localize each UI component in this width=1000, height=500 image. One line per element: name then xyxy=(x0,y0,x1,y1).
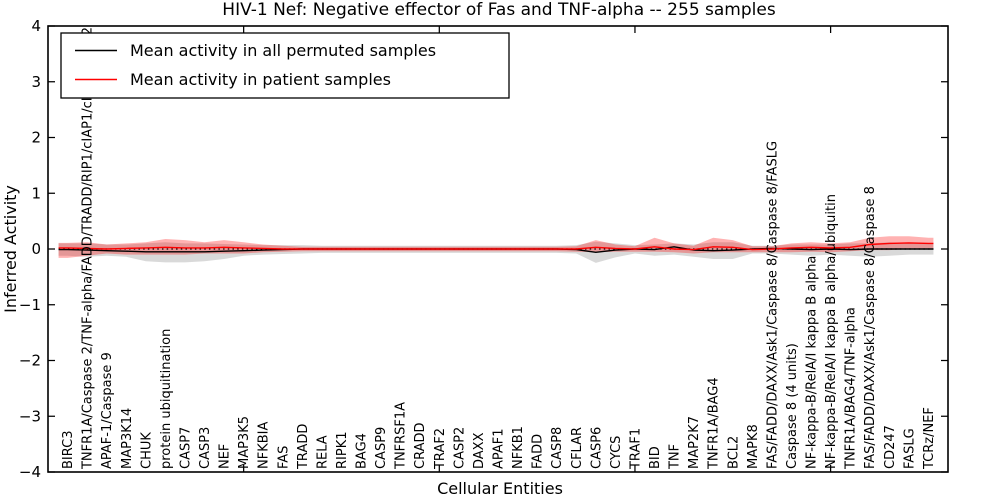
x-tick-label: CHUK xyxy=(139,432,154,469)
x-tick-label: CYCS xyxy=(609,436,624,469)
patient-std-band xyxy=(58,236,934,258)
y-tick-label: 1 xyxy=(31,184,41,202)
x-tick-label: CASP6 xyxy=(589,427,604,469)
x-tick-label: MAP3K14 xyxy=(120,408,135,469)
x-tick-label: NFKBIA xyxy=(257,422,272,469)
x-tick-label: CRADD xyxy=(413,423,428,470)
x-tick-label: APAF1 xyxy=(492,428,507,469)
x-tick-label: CASP3 xyxy=(198,427,213,469)
y-tick-label: 0 xyxy=(31,240,41,258)
x-tick-label: CD247 xyxy=(883,425,898,469)
x-tick-label: BCL2 xyxy=(726,436,741,469)
x-tick-label: BID xyxy=(648,446,663,469)
x-tick-label: NF-kappa-B/RelA/I kappa B alpha xyxy=(805,256,820,469)
x-tick-label: CFLAR xyxy=(570,427,585,469)
x-tick-label: FAS xyxy=(276,446,291,469)
x-tick-label: MAPK8 xyxy=(746,424,761,469)
x-tick-label: FAS/FADD/DAXX/Ask1/Caspase 8/Caspase 8 xyxy=(863,186,878,469)
y-tick-label: −1 xyxy=(19,296,41,314)
x-tick-label: FAS/FADD/DAXX/Ask1/Caspase 8/Caspase 8/F… xyxy=(765,141,780,469)
y-tick-label: 3 xyxy=(31,73,41,91)
x-tick-label: BIRC3 xyxy=(61,431,76,470)
x-tick-label: TNF xyxy=(668,444,683,470)
legend-box xyxy=(60,32,510,99)
x-tick-label: BAG4 xyxy=(355,433,370,469)
x-tick-label: MAP2K7 xyxy=(687,416,702,469)
x-tick-label: FADD xyxy=(531,434,546,469)
x-tick-label: TNFR1A/BAG4 xyxy=(707,377,722,470)
x-tick-label: APAF-1/Caspase 9 xyxy=(100,352,115,469)
x-tick-label: NFKB1 xyxy=(511,426,526,469)
legend: Mean activity in all permuted samples Me… xyxy=(60,32,510,99)
x-tick-label: TNFR1A/BAG4/TNF-alpha xyxy=(844,307,859,470)
x-tick-label: CASP2 xyxy=(452,427,467,469)
x-tick-label: DAXX xyxy=(472,432,487,469)
chart-title: HIV-1 Nef: Negative effector of Fas and … xyxy=(222,0,776,20)
x-tick-label: MAP3K5 xyxy=(237,416,252,469)
y-tick-label: 4 xyxy=(31,17,41,35)
x-tick-label: CASP9 xyxy=(374,427,389,469)
y-tick-label: 2 xyxy=(31,129,41,147)
x-tick-label: NEF xyxy=(218,444,233,469)
x-tick-label: FASLG xyxy=(902,428,917,469)
x-tick-label: Caspase 8 (4 units) xyxy=(785,343,800,469)
x-tick-label: TRADD xyxy=(296,424,311,470)
x-tick-label: CASP7 xyxy=(178,427,193,469)
x-axis-label: Cellular Entities xyxy=(437,479,563,498)
patient-mean-line xyxy=(58,242,934,251)
x-tick-label: TNFR1A/Caspase 2/TNF-alpha/FADD/TRADD/RI… xyxy=(81,27,96,470)
x-tick-label: TNFRSF1A xyxy=(394,402,409,470)
y-axis-label: Inferred Activity xyxy=(1,185,20,313)
x-tick-label: CASP8 xyxy=(550,427,565,469)
x-tick-label: RELA xyxy=(315,435,330,469)
y-tick-label: −4 xyxy=(19,463,41,481)
x-tick-label: RIPK1 xyxy=(335,431,350,469)
y-tick-label: −2 xyxy=(19,352,41,370)
x-tick-label: protein ubiquitination xyxy=(159,329,174,469)
legend-label-patient: Mean activity in patient samples xyxy=(130,70,391,89)
x-tick-label: TRAF1 xyxy=(628,428,643,470)
y-tick-label: −3 xyxy=(19,407,41,425)
x-tick-label: TRAF2 xyxy=(433,428,448,470)
legend-label-permuted: Mean activity in all permuted samples xyxy=(130,41,436,60)
x-tick-label: TCRz/NEF xyxy=(922,407,937,470)
x-tick-label: NF-kappa-B/RelA/I kappa B alpha/ubiquiti… xyxy=(824,194,839,469)
